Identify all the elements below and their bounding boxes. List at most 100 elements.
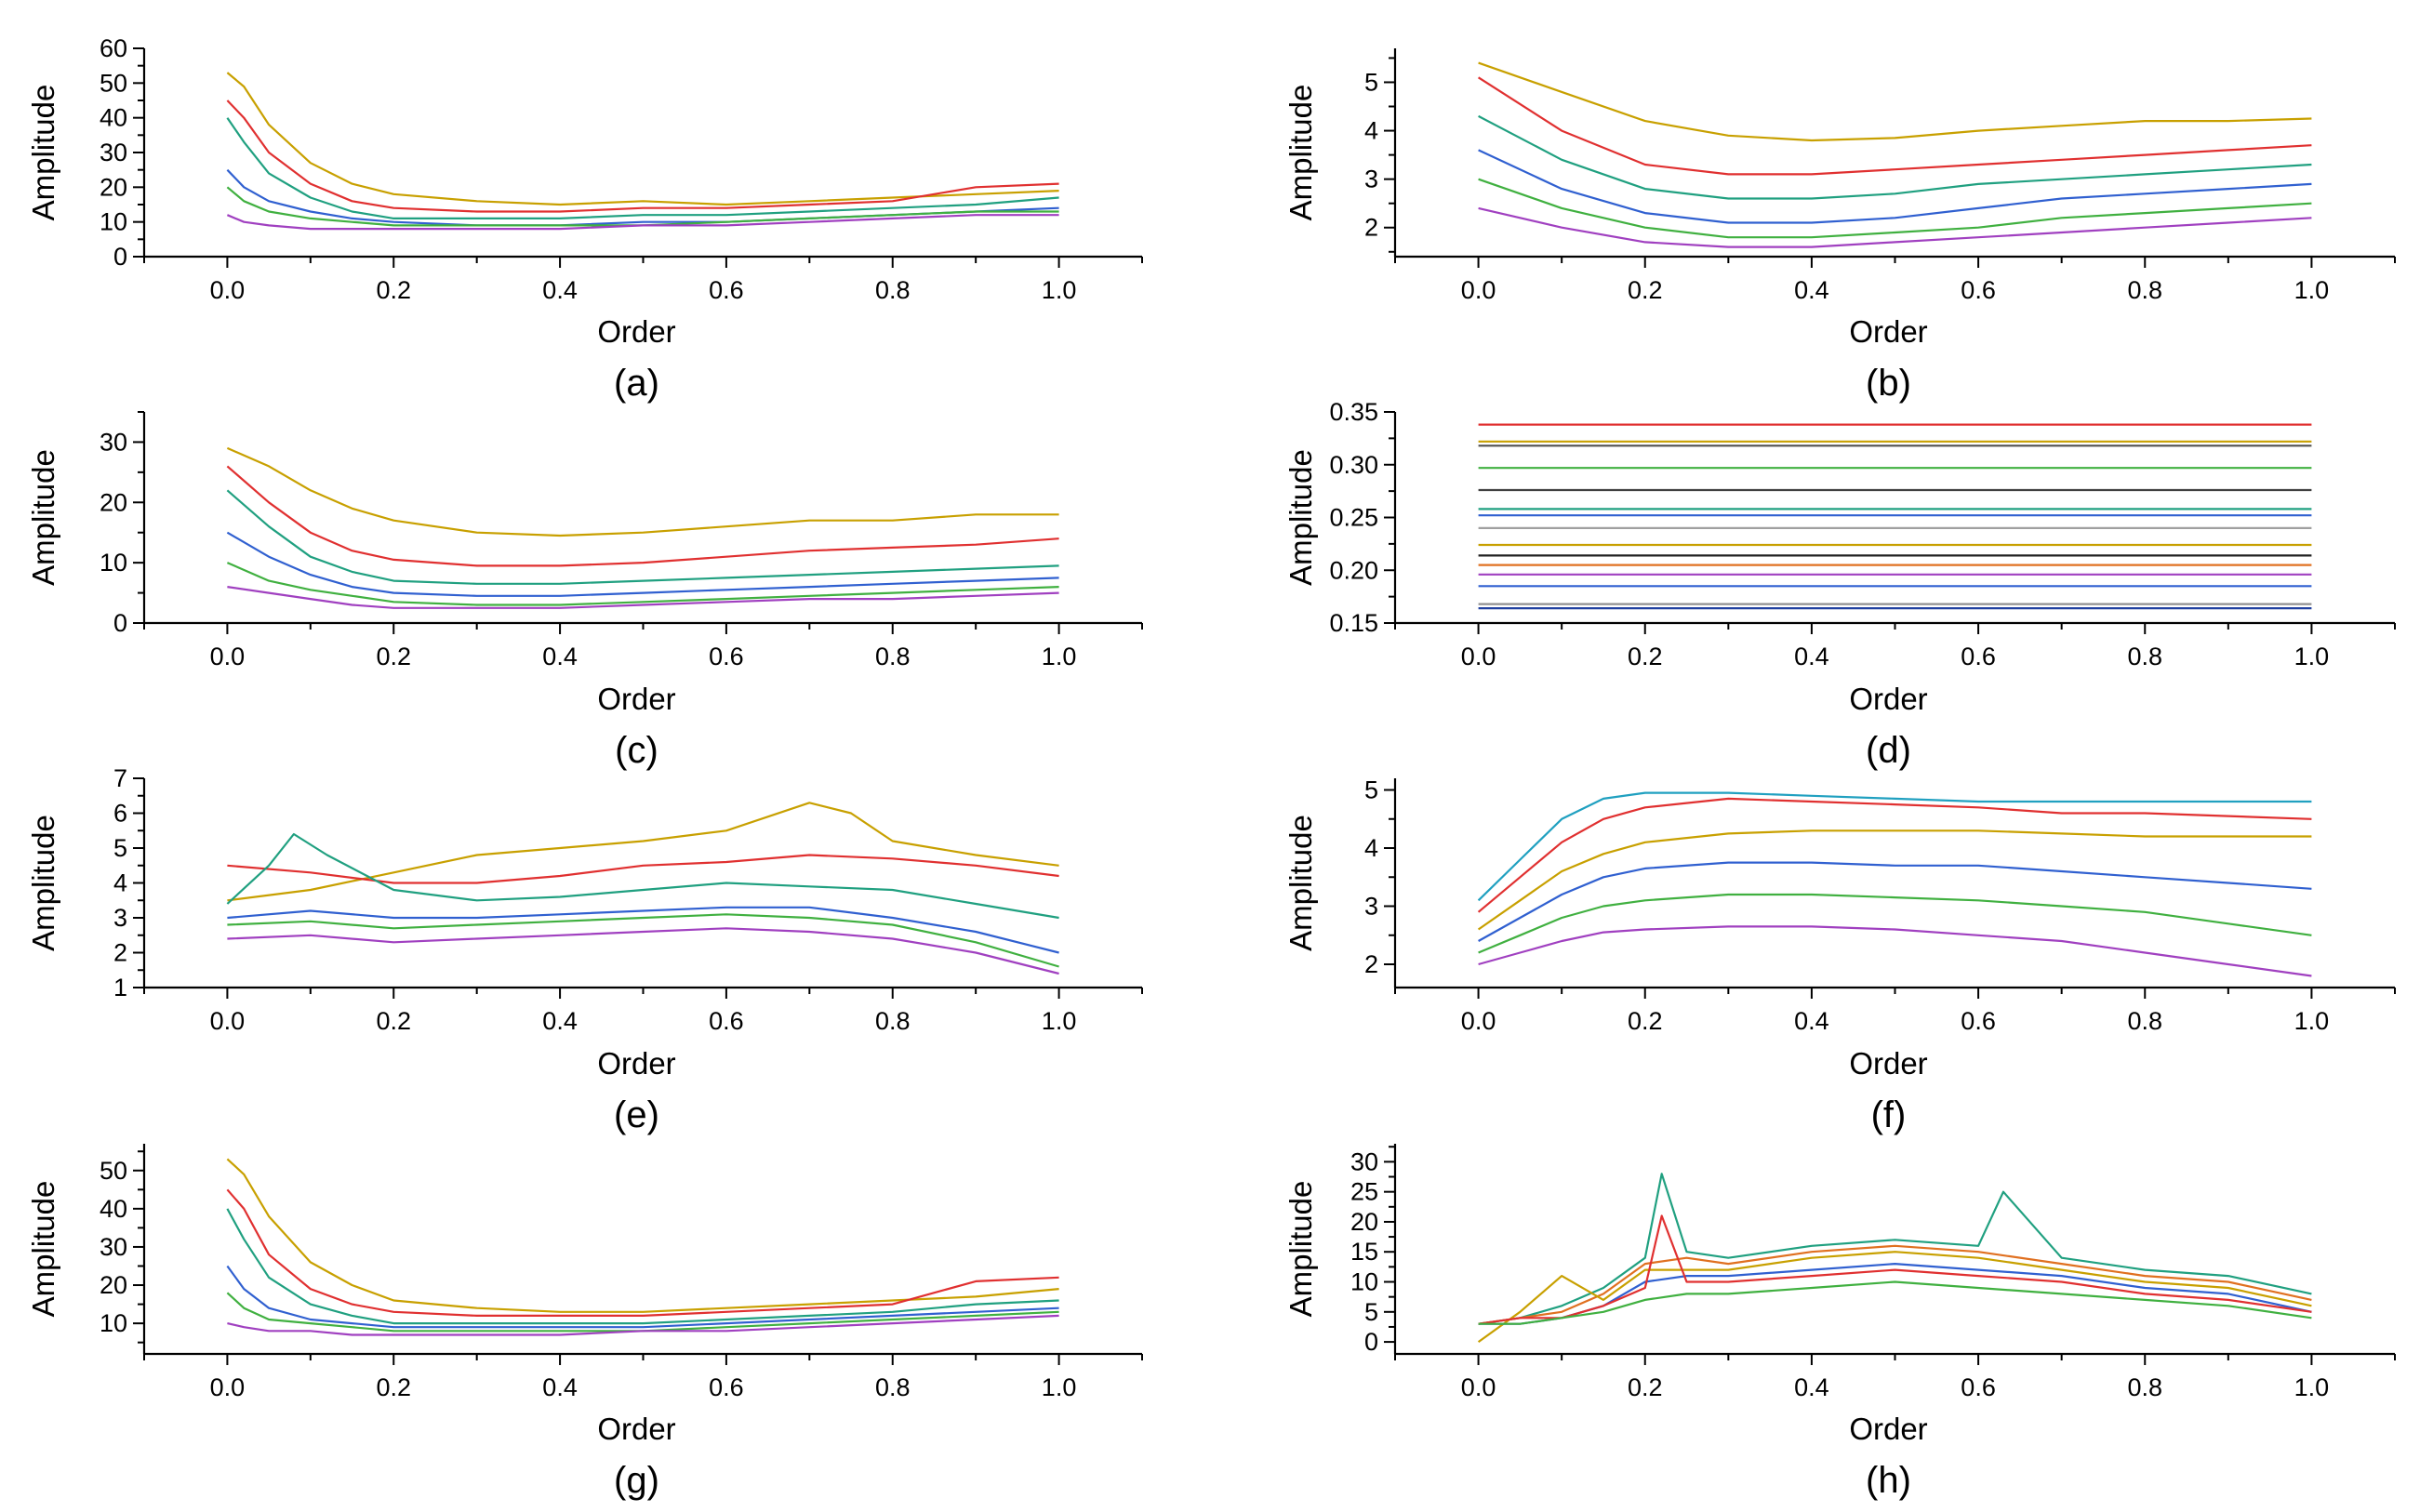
chart-e-series-line-5 (227, 913, 1059, 968)
chart-b-series-line-1 (1478, 61, 2312, 142)
chart-h-x-tick-label: 0.2 (1628, 1373, 1663, 1401)
chart-e-y-tick-label: 5 (113, 834, 127, 862)
chart-c-x-tick-label: 0.2 (376, 643, 411, 670)
chart-f-series-line-5 (1478, 893, 2312, 954)
chart-h-y-axis-title: Amplitude (1283, 1181, 1318, 1318)
chart-a-series-line-3 (226, 117, 1059, 219)
chart-d-y-tick-label: 0.35 (1329, 398, 1378, 426)
chart-e-x-tick-label: 0.8 (875, 1007, 911, 1035)
chart-a-x-tick-label: 1.0 (1042, 276, 1077, 304)
chart-a-y-tick-label: 40 (100, 104, 127, 132)
chart-a-x-tick-label: 0.4 (542, 276, 578, 304)
chart-h-y-tick-label: 0 (1364, 1328, 1378, 1356)
chart-b-series-line-5 (1478, 178, 2312, 239)
chart-b-series-group (1478, 61, 2312, 248)
chart-e: 0.0 0.2 0.4 0.6 0.8 1.0 1 2 3 4 5 6 7 Order Amplitude (… (26, 764, 1143, 1135)
chart-f-series-group (1477, 791, 2312, 977)
chart-a: 0.0 0.2 0.4 0.6 0.8 1.0 0 10 20 30 40 50 60 Order Ampl… (26, 34, 1143, 404)
chart-c-x-tick-label: 0.0 (210, 643, 246, 670)
chart-f-series-line-3 (1477, 829, 2312, 931)
chart-f-x-tick-label: 0.4 (1794, 1007, 1829, 1035)
chart-f-y-tick-label: 4 (1364, 834, 1378, 862)
chart-a-x-axis-title: Order (597, 314, 675, 349)
chart-d-panel-label: (d) (1866, 730, 1911, 771)
chart-e-series-line-1 (227, 802, 1059, 902)
chart-d: 0.0 0.2 0.4 0.6 0.8 1.0 0.15 0.20 0.25 0.30 0.35 Or… (1283, 398, 2396, 771)
chart-f-x-tick-label: 0.6 (1961, 1007, 1996, 1035)
chart-e-series-line-6 (227, 927, 1059, 975)
chart-b-y-tick-label: 2 (1364, 214, 1378, 242)
chart-c-x-tick-label: 0.8 (875, 643, 911, 670)
chart-d-series-group (1478, 423, 2312, 610)
chart-c-y-tick-label: 30 (100, 428, 127, 456)
chart-g-y-axis-title: Amplitude (26, 1181, 60, 1318)
chart-g-x-tick-label: 0.6 (709, 1373, 744, 1401)
chart-a-series-group (226, 72, 1059, 231)
chart-g-x-tick-label: 1.0 (1042, 1373, 1077, 1401)
chart-b-series-line-4 (1478, 149, 2312, 224)
chart-e-x-tick-label: 0.6 (709, 1007, 744, 1035)
chart-a-y-tick-label: 20 (100, 173, 127, 201)
chart-e-x-tick-label: 0.2 (376, 1007, 411, 1035)
chart-a-x-tick-label: 0.2 (376, 276, 411, 304)
chart-a-y-axis-title: Amplitude (26, 85, 60, 221)
chart-g: 0.0 0.2 0.4 0.6 0.8 1.0 10 20 30 40 50 Order Amplitu… (26, 1144, 1143, 1501)
chart-g-y-tick-label: 30 (100, 1233, 127, 1261)
chart-c-series-line-6 (227, 586, 1059, 609)
chart-c-y-tick-label: 10 (100, 549, 127, 577)
chart-c-series-line-3 (226, 489, 1059, 585)
chart-e-x-axis-title: Order (597, 1046, 675, 1081)
chart-h-y-tick-label: 20 (1350, 1208, 1378, 1236)
chart-c-x-tick-label: 0.6 (709, 643, 744, 670)
chart-b-x-axis-title: Order (1849, 314, 1927, 349)
chart-f-y-tick-label: 5 (1364, 776, 1378, 804)
chart-c-y-tick-label: 0 (113, 609, 127, 637)
chart-g-x-tick-label: 0.0 (210, 1373, 246, 1401)
chart-f-x-tick-label: 0.0 (1461, 1007, 1496, 1035)
chart-g-series-line-4 (226, 1265, 1059, 1329)
chart-d-x-tick-label: 0.6 (1961, 643, 1996, 670)
chart-b-series-line-2 (1478, 76, 2312, 176)
chart-g-y-tick-label: 40 (100, 1195, 127, 1223)
chart-d-x-tick-label: 1.0 (2294, 643, 2330, 670)
chart-g-x-tick-label: 0.2 (376, 1373, 411, 1401)
chart-f-series-line-4 (1478, 861, 2312, 942)
chart-h-x-tick-label: 0.6 (1961, 1373, 1996, 1401)
chart-d-x-tick-label: 0.8 (2127, 643, 2162, 670)
chart-a-series-line-1 (226, 72, 1059, 206)
chart-h-series-line-1 (1478, 1173, 2312, 1325)
chart-c-x-tick-label: 1.0 (1042, 643, 1077, 670)
chart-h-y-tick-label: 25 (1350, 1178, 1378, 1206)
chart-c-y-axis-title: Amplitude (26, 449, 60, 586)
chart-b-x-tick-label: 0.2 (1628, 276, 1663, 304)
chart-g-series-line-2 (226, 1188, 1059, 1318)
chart-e-series-line-4 (227, 906, 1059, 954)
chart-e-y-tick-label: 4 (113, 869, 127, 897)
chart-f-series-line-2 (1477, 797, 2312, 913)
chart-c-series-line-5 (226, 562, 1059, 606)
chart-f-series-line-1 (1477, 791, 2312, 902)
chart-g-series-line-1 (226, 1158, 1059, 1313)
chart-f-series-line-6 (1478, 925, 2312, 977)
chart-e-y-tick-label: 6 (113, 800, 127, 828)
chart-f: 0.0 0.2 0.4 0.6 0.8 1.0 2 3 4 5 Order Amplitude (f) (1283, 776, 2396, 1135)
chart-h-x-axis-title: Order (1849, 1412, 1927, 1446)
chart-a-series-line-5 (226, 186, 1059, 227)
chart-e-series-line-2 (227, 854, 1059, 884)
chart-g-series-line-3 (226, 1208, 1059, 1325)
chart-g-y-tick-label: 50 (100, 1157, 127, 1185)
chart-b-x-tick-label: 0.8 (2127, 276, 2162, 304)
chart-f-x-tick-label: 0.2 (1628, 1007, 1663, 1035)
chart-b-y-tick-label: 4 (1364, 117, 1378, 145)
chart-f-x-axis-title: Order (1849, 1046, 1927, 1081)
chart-h-series-line-2 (1478, 1244, 2312, 1325)
chart-b-x-tick-label: 0.6 (1961, 276, 1996, 304)
chart-b-y-tick-label: 3 (1364, 166, 1378, 193)
chart-e-series-line-3 (226, 832, 1059, 920)
chart-a-y-tick-label: 30 (100, 139, 127, 166)
chart-f-y-tick-label: 3 (1364, 893, 1378, 921)
chart-a-y-tick-label: 60 (100, 34, 127, 62)
chart-e-x-tick-label: 0.4 (542, 1007, 578, 1035)
